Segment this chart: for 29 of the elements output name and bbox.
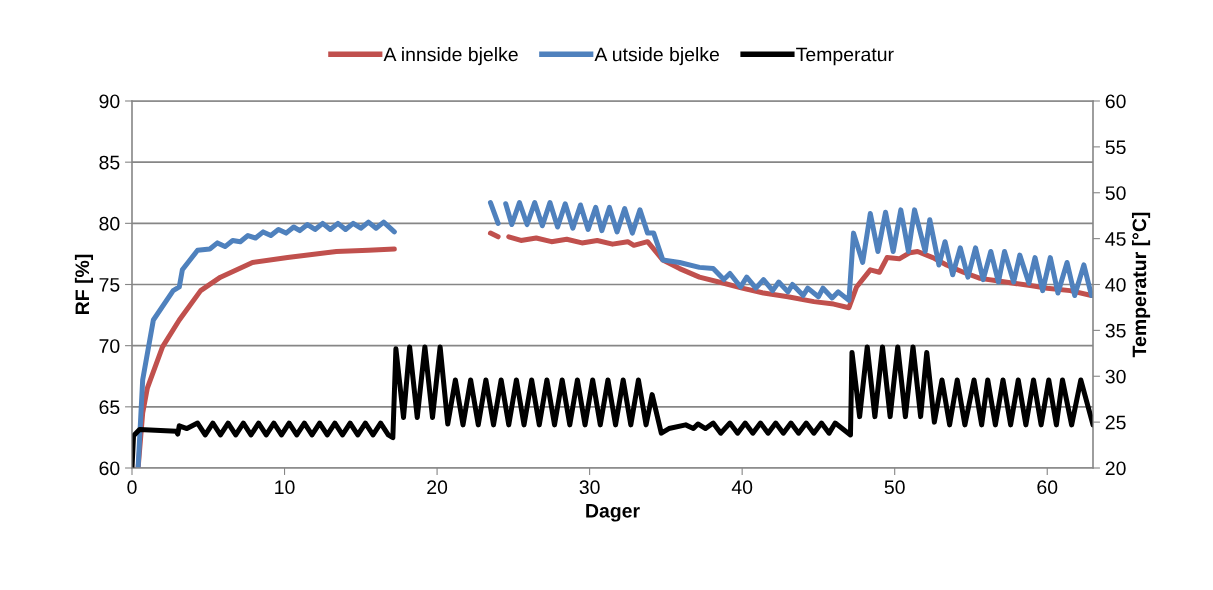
y2-tick-label: 20 xyxy=(1105,461,1126,476)
x-tick-label: 60 xyxy=(1037,480,1058,495)
y-tick-label: 75 xyxy=(99,278,120,292)
y-tick-label: 70 xyxy=(99,339,120,353)
legend-label: A innside bjelke xyxy=(383,47,518,66)
y2-tick-label: 50 xyxy=(1105,186,1126,200)
x-axis-title: Dager xyxy=(586,504,640,522)
x-tick-label: 30 xyxy=(579,480,600,495)
x-tick-label: 50 xyxy=(884,480,905,495)
y-tick-label: 60 xyxy=(99,461,120,476)
y-tick-label: 65 xyxy=(99,400,120,415)
y2-tick-label: 40 xyxy=(1105,277,1126,292)
y2-tick-label: 30 xyxy=(1105,369,1126,384)
x-tick-label: 20 xyxy=(427,480,448,495)
y2-tick-label: 45 xyxy=(1105,232,1126,246)
x-tick-label: 10 xyxy=(275,480,295,495)
y2-tick-label: 55 xyxy=(1105,140,1126,155)
y-tick-label: 80 xyxy=(99,216,120,231)
y2-axis-title: Temperatur [°C] xyxy=(1131,212,1151,358)
legend-label: Temperatur xyxy=(796,47,894,66)
y-tick-label: 85 xyxy=(99,155,120,170)
x-tick-label: 0 xyxy=(127,480,137,495)
legend-label: A utside bjelke xyxy=(594,47,719,66)
y-axis-title: RF [%] xyxy=(74,254,94,314)
y-tick-label: 90 xyxy=(99,94,120,109)
y2-tick-label: 60 xyxy=(1105,94,1126,109)
y2-tick-label: 25 xyxy=(1105,415,1126,430)
x-tick-label: 40 xyxy=(731,480,753,495)
y2-tick-label: 35 xyxy=(1105,323,1126,338)
